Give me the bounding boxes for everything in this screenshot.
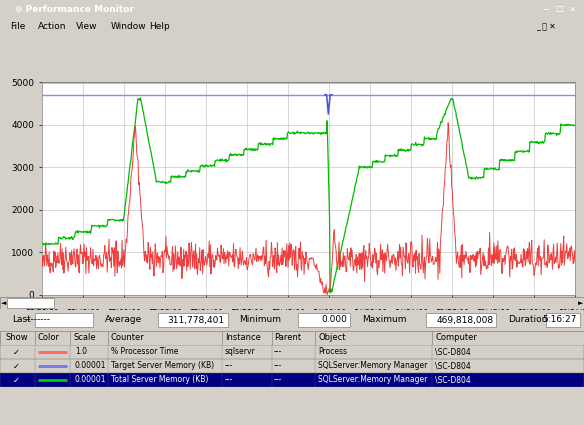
- Text: File: File: [10, 22, 25, 31]
- Bar: [35, 313, 93, 327]
- Text: \SC-D804: \SC-D804: [435, 376, 471, 385]
- Text: ⊙ Performance Monitor: ⊙ Performance Monitor: [15, 5, 134, 14]
- Text: Target Server Memory (KB): Target Server Memory (KB): [111, 362, 214, 371]
- Text: --------: --------: [25, 315, 51, 325]
- Text: \SC-D804: \SC-D804: [435, 362, 471, 371]
- Bar: [298, 313, 350, 327]
- Text: □: □: [555, 5, 564, 14]
- Text: \SC-D804: \SC-D804: [435, 348, 471, 357]
- Text: Object: Object: [318, 334, 346, 343]
- Text: ─: ─: [544, 5, 548, 14]
- Text: Average: Average: [105, 315, 142, 325]
- Text: Show: Show: [6, 334, 29, 343]
- Text: Duration: Duration: [508, 315, 547, 325]
- Text: Scale: Scale: [73, 334, 96, 343]
- Text: Computer: Computer: [435, 334, 477, 343]
- Text: Counter: Counter: [111, 334, 145, 343]
- Text: SQLServer:Memory Manager: SQLServer:Memory Manager: [318, 376, 427, 385]
- Text: SQLServer:Memory Manager: SQLServer:Memory Manager: [318, 362, 427, 371]
- Text: Action: Action: [38, 22, 67, 31]
- Text: _ 🗗 ✕: _ 🗗 ✕: [536, 23, 556, 31]
- Text: ---: ---: [273, 348, 281, 357]
- Text: ---: ---: [273, 376, 281, 385]
- Text: ◄: ◄: [1, 300, 6, 306]
- Text: Process: Process: [318, 348, 347, 357]
- Bar: [42, 82, 575, 83]
- Text: Maximum: Maximum: [362, 315, 406, 325]
- Text: Total Server Memory (KB): Total Server Memory (KB): [111, 376, 208, 385]
- Text: 1.0: 1.0: [75, 348, 87, 357]
- Text: View: View: [76, 22, 98, 31]
- Text: 311,778,401: 311,778,401: [168, 315, 225, 325]
- Text: ✓: ✓: [12, 362, 19, 371]
- Text: sqlservr: sqlservr: [225, 348, 256, 357]
- Bar: [426, 313, 496, 327]
- Text: 5:16:27: 5:16:27: [543, 315, 577, 325]
- Text: ---: ---: [225, 376, 233, 385]
- Text: ✓: ✓: [12, 348, 19, 357]
- Text: % Processor Time: % Processor Time: [111, 348, 178, 357]
- Bar: [7, 298, 54, 308]
- Text: 469,818,008: 469,818,008: [436, 315, 493, 325]
- Text: ✕: ✕: [569, 5, 576, 14]
- Text: Last: Last: [12, 315, 30, 325]
- Text: ---: ---: [225, 362, 233, 371]
- Text: 0.00001: 0.00001: [75, 362, 106, 371]
- Text: ---: ---: [273, 362, 281, 371]
- Bar: [546, 313, 580, 327]
- Text: 0.000: 0.000: [322, 315, 347, 325]
- Text: Parent: Parent: [274, 334, 301, 343]
- Text: Instance: Instance: [225, 334, 260, 343]
- Text: ►: ►: [578, 300, 583, 306]
- Text: Help: Help: [149, 22, 170, 31]
- Text: Window: Window: [111, 22, 147, 31]
- Text: ✓: ✓: [12, 376, 19, 385]
- Text: Color: Color: [38, 334, 60, 343]
- Text: Minimum: Minimum: [239, 315, 281, 325]
- Bar: [158, 313, 228, 327]
- Text: 0.00001: 0.00001: [75, 376, 106, 385]
